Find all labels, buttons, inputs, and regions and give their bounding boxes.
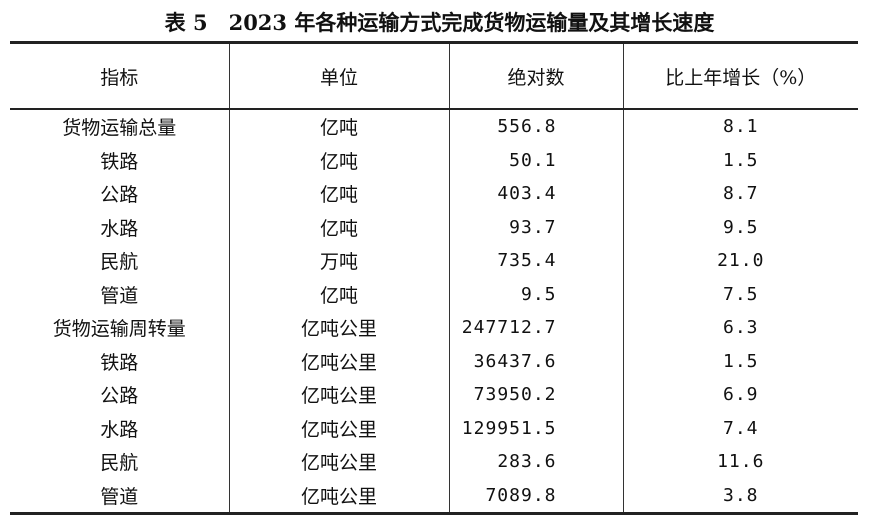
table-row: 管道 亿吨公里 7089.8 3.8 bbox=[10, 478, 858, 515]
table-row: 水路 亿吨公里 129951.5 7.4 bbox=[10, 411, 858, 445]
header-absolute: 绝对数 bbox=[448, 41, 623, 110]
cell-indicator: 水路 bbox=[100, 217, 139, 240]
cell-indicator: 公路 bbox=[100, 184, 139, 207]
cell-unit: 亿吨 bbox=[228, 143, 449, 177]
cell-absolute: 403.4 bbox=[448, 177, 623, 211]
cell-growth: 9.5 bbox=[622, 210, 858, 244]
table-row: 货物运输周转量 亿吨公里 247712.7 6.3 bbox=[10, 311, 858, 345]
cell-unit: 亿吨 bbox=[228, 109, 449, 144]
freight-table-container: 指标 单位 绝对数 比上年增长（%） 货物运输总量 亿吨 556.8 8.1 铁… bbox=[10, 41, 858, 515]
table-body: 货物运输总量 亿吨 556.8 8.1 铁路 亿吨 50.1 1.5 公路 亿吨… bbox=[10, 109, 858, 515]
cell-absolute: 283.6 bbox=[448, 445, 623, 479]
cell-growth: 6.9 bbox=[622, 378, 858, 412]
table-row: 铁路 亿吨 50.1 1.5 bbox=[10, 143, 858, 177]
cell-unit: 亿吨公里 bbox=[228, 478, 449, 515]
cell-absolute: 556.8 bbox=[448, 109, 623, 144]
table-row: 民航 亿吨公里 283.6 11.6 bbox=[10, 445, 858, 479]
cell-growth: 8.7 bbox=[622, 177, 858, 211]
freight-table: 指标 单位 绝对数 比上年增长（%） 货物运输总量 亿吨 556.8 8.1 铁… bbox=[10, 41, 858, 515]
cell-absolute: 7089.8 bbox=[448, 478, 623, 515]
header-indicator: 指标 bbox=[10, 41, 229, 110]
table-title: 表 5 2023 年各种运输方式完成货物运输量及其增长速度 bbox=[164, 10, 715, 35]
table-row: 民航 万吨 735.4 21.0 bbox=[10, 244, 858, 278]
cell-indicator: 民航 bbox=[100, 251, 139, 274]
cell-indicator: 货物运输总量 bbox=[62, 117, 177, 140]
cell-growth: 7.5 bbox=[622, 277, 858, 311]
cell-indicator: 管道 bbox=[10, 478, 229, 515]
table-row: 水路 亿吨 93.7 9.5 bbox=[10, 210, 858, 244]
cell-indicator: 民航 bbox=[100, 452, 139, 475]
cell-absolute: 9.5 bbox=[448, 277, 623, 311]
cell-indicator: 货物运输周转量 bbox=[52, 318, 186, 341]
cell-unit: 亿吨公里 bbox=[228, 344, 449, 378]
cell-indicator: 水路 bbox=[100, 418, 139, 441]
cell-growth: 6.3 bbox=[622, 311, 858, 345]
cell-unit: 亿吨公里 bbox=[228, 378, 449, 412]
cell-growth: 7.4 bbox=[622, 411, 858, 445]
cell-growth: 1.5 bbox=[622, 344, 858, 378]
cell-absolute: 50.1 bbox=[448, 143, 623, 177]
header-growth: 比上年增长（%） bbox=[622, 41, 858, 110]
cell-growth: 8.1 bbox=[622, 109, 858, 144]
table-row: 铁路 亿吨公里 36437.6 1.5 bbox=[10, 344, 858, 378]
cell-unit: 亿吨 bbox=[228, 277, 449, 311]
cell-unit: 亿吨公里 bbox=[228, 445, 449, 479]
cell-unit: 亿吨 bbox=[228, 210, 449, 244]
cell-absolute: 36437.6 bbox=[448, 344, 623, 378]
cell-unit: 万吨 bbox=[228, 244, 449, 278]
cell-growth: 21.0 bbox=[622, 244, 858, 278]
cell-unit: 亿吨公里 bbox=[228, 411, 449, 445]
cell-absolute: 93.7 bbox=[448, 210, 623, 244]
cell-growth: 3.8 bbox=[622, 478, 858, 515]
cell-absolute: 247712.7 bbox=[448, 311, 623, 345]
table-row: 货物运输总量 亿吨 556.8 8.1 bbox=[10, 109, 858, 144]
cell-indicator: 铁路 bbox=[100, 150, 139, 173]
cell-absolute: 129951.5 bbox=[448, 411, 623, 445]
cell-absolute: 73950.2 bbox=[448, 378, 623, 412]
cell-absolute: 735.4 bbox=[448, 244, 623, 278]
cell-unit: 亿吨公里 bbox=[228, 311, 449, 345]
cell-growth: 1.5 bbox=[622, 143, 858, 177]
cell-indicator: 铁路 bbox=[100, 351, 139, 374]
table-row: 管道 亿吨 9.5 7.5 bbox=[10, 277, 858, 311]
cell-indicator: 管道 bbox=[100, 284, 139, 307]
cell-indicator: 公路 bbox=[100, 385, 139, 408]
table-header: 指标 单位 绝对数 比上年增长（%） bbox=[10, 41, 858, 110]
cell-unit: 亿吨 bbox=[228, 177, 449, 211]
cell-growth: 11.6 bbox=[622, 445, 858, 479]
table-row: 公路 亿吨公里 73950.2 6.9 bbox=[10, 378, 858, 412]
table-row: 公路 亿吨 403.4 8.7 bbox=[10, 177, 858, 211]
header-row: 指标 单位 绝对数 比上年增长（%） bbox=[10, 41, 858, 110]
header-unit: 单位 bbox=[228, 41, 449, 110]
